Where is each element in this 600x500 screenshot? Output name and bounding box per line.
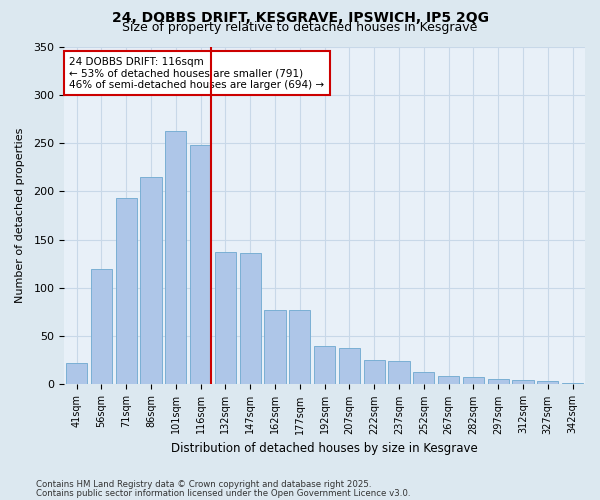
Bar <box>265 310 286 384</box>
Bar <box>215 252 236 384</box>
Bar <box>413 372 434 384</box>
Bar <box>364 360 385 384</box>
Bar <box>140 177 161 384</box>
Text: Size of property relative to detached houses in Kesgrave: Size of property relative to detached ho… <box>122 22 478 35</box>
Text: Contains HM Land Registry data © Crown copyright and database right 2025.: Contains HM Land Registry data © Crown c… <box>36 480 371 489</box>
Bar <box>562 382 583 384</box>
Bar <box>190 145 211 384</box>
Bar <box>463 376 484 384</box>
Bar <box>438 376 459 384</box>
Y-axis label: Number of detached properties: Number of detached properties <box>15 128 25 303</box>
Bar <box>66 363 87 384</box>
Bar <box>512 380 533 384</box>
Bar <box>537 380 559 384</box>
Bar <box>165 130 187 384</box>
Bar <box>339 348 360 385</box>
Bar <box>488 378 509 384</box>
Bar <box>91 268 112 384</box>
X-axis label: Distribution of detached houses by size in Kesgrave: Distribution of detached houses by size … <box>171 442 478 455</box>
Text: 24, DOBBS DRIFT, KESGRAVE, IPSWICH, IP5 2QG: 24, DOBBS DRIFT, KESGRAVE, IPSWICH, IP5 … <box>112 12 488 26</box>
Bar <box>314 346 335 385</box>
Text: Contains public sector information licensed under the Open Government Licence v3: Contains public sector information licen… <box>36 488 410 498</box>
Bar <box>289 310 310 384</box>
Text: 24 DOBBS DRIFT: 116sqm
← 53% of detached houses are smaller (791)
46% of semi-de: 24 DOBBS DRIFT: 116sqm ← 53% of detached… <box>70 56 325 90</box>
Bar <box>116 198 137 384</box>
Bar <box>388 362 410 384</box>
Bar <box>239 253 261 384</box>
